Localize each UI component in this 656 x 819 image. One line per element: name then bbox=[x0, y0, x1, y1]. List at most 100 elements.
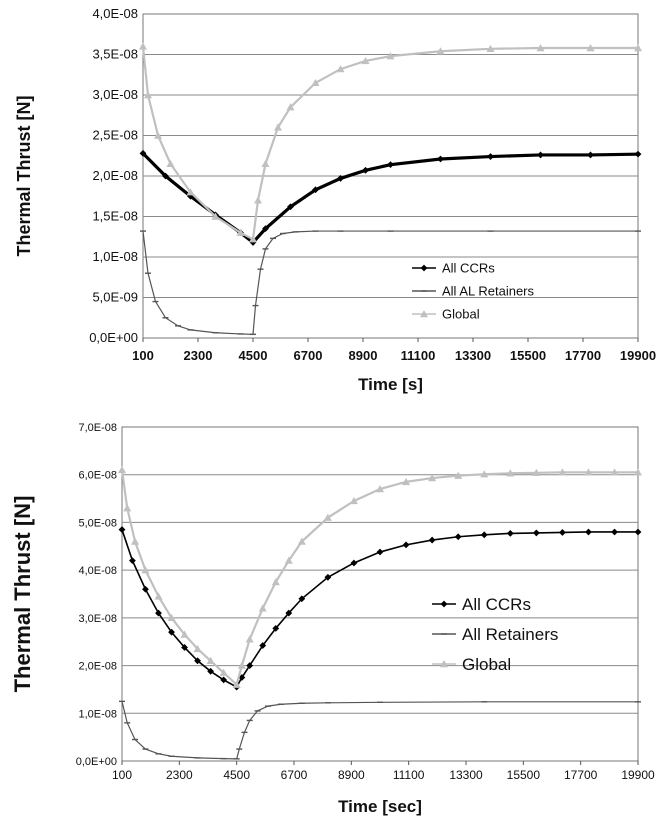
x-tick-label: 17700 bbox=[564, 768, 598, 782]
data-point bbox=[634, 528, 642, 536]
y-tick-label: 1,5E-08 bbox=[92, 209, 138, 224]
x-tick-label: 100 bbox=[132, 348, 154, 363]
x-tick-label: 4500 bbox=[223, 768, 250, 782]
y-tick-label: 2,0E-08 bbox=[78, 661, 117, 673]
data-point bbox=[194, 657, 201, 665]
data-point bbox=[402, 541, 410, 549]
y-tick-label: 2,0E-08 bbox=[92, 168, 138, 183]
legend-label: All CCRs bbox=[442, 261, 495, 276]
legend-entry: All Retainers bbox=[432, 625, 558, 644]
y-tick-label: 5,0E-08 bbox=[78, 517, 117, 529]
data-point bbox=[587, 151, 594, 159]
x-axis-title: Time [sec] bbox=[338, 797, 422, 816]
data-point bbox=[532, 529, 540, 537]
data-point bbox=[536, 44, 545, 52]
data-point bbox=[238, 674, 246, 681]
data-point bbox=[141, 566, 150, 574]
x-tick-label: 15500 bbox=[507, 768, 541, 782]
plot-area bbox=[121, 426, 639, 762]
data-point bbox=[155, 609, 162, 617]
data-point bbox=[206, 656, 215, 664]
data-point bbox=[262, 225, 269, 233]
data-point bbox=[362, 166, 369, 174]
data-point bbox=[123, 504, 132, 512]
data-point bbox=[349, 496, 358, 505]
data-point bbox=[558, 468, 567, 476]
data-point bbox=[286, 103, 295, 111]
legend-entry: Global bbox=[412, 307, 480, 322]
y-tick-label: 0,0E+00 bbox=[89, 330, 138, 345]
series-all-ccrs bbox=[118, 526, 642, 691]
x-tick-label: 4500 bbox=[239, 348, 268, 363]
series-all-retainers bbox=[119, 700, 641, 760]
y-tick-label: 3,0E-08 bbox=[92, 87, 138, 102]
y-tick-label: 3,0E-08 bbox=[78, 613, 117, 625]
x-tick-label: 19900 bbox=[621, 768, 655, 782]
data-point bbox=[249, 235, 257, 243]
data-point bbox=[437, 155, 444, 163]
data-point bbox=[586, 44, 595, 52]
legend-marker bbox=[420, 264, 428, 272]
data-point bbox=[402, 477, 411, 486]
data-point bbox=[167, 613, 176, 622]
data-point bbox=[287, 203, 294, 211]
data-point bbox=[207, 667, 215, 675]
x-tick-label: 13300 bbox=[449, 768, 483, 782]
y-tick-label: 1,0E-08 bbox=[78, 708, 117, 720]
data-point bbox=[298, 595, 306, 603]
data-point bbox=[129, 557, 136, 564]
data-point bbox=[246, 662, 254, 669]
data-point bbox=[323, 513, 332, 521]
data-point bbox=[258, 604, 267, 612]
data-point bbox=[634, 150, 642, 158]
x-tick-label: 2300 bbox=[184, 348, 213, 363]
data-point bbox=[272, 624, 280, 632]
data-point bbox=[162, 172, 169, 180]
legend-entry: Global bbox=[432, 655, 511, 674]
y-tick-label: 4,0E-08 bbox=[92, 6, 138, 21]
data-point bbox=[537, 151, 544, 159]
legend-entry: All CCRs bbox=[412, 261, 495, 276]
data-point bbox=[285, 609, 293, 617]
y-tick-label: 7,0E-08 bbox=[78, 422, 117, 434]
data-point bbox=[584, 468, 593, 476]
data-point bbox=[166, 159, 175, 168]
data-point bbox=[428, 536, 436, 544]
data-point bbox=[361, 56, 370, 65]
x-tick-label: 100 bbox=[112, 768, 132, 782]
data-point bbox=[336, 65, 345, 73]
data-point bbox=[634, 468, 642, 476]
data-point bbox=[506, 469, 515, 477]
data-point bbox=[211, 212, 220, 220]
data-point bbox=[324, 573, 332, 581]
legend-entry: All AL Retainers bbox=[412, 284, 535, 299]
x-tick-label: 6700 bbox=[281, 768, 308, 782]
chart-thermal-thrust-bottom: 0,0E+00 1,0E-08 2,0E-08 3,0E-08 4,0E-08 5,0E-… bbox=[10, 422, 655, 816]
legend-label: All CCRs bbox=[462, 595, 531, 614]
series-all-al-retainers bbox=[140, 230, 641, 336]
data-point bbox=[436, 47, 445, 55]
data-point bbox=[118, 526, 126, 533]
data-point bbox=[236, 228, 245, 236]
data-point bbox=[259, 642, 267, 649]
legend-marker bbox=[420, 310, 428, 318]
data-point bbox=[376, 485, 384, 493]
data-point bbox=[634, 44, 642, 52]
data-point bbox=[311, 78, 320, 87]
data-point bbox=[118, 465, 126, 474]
data-point bbox=[610, 468, 619, 476]
data-point bbox=[428, 474, 437, 482]
data-point bbox=[274, 123, 282, 131]
data-point bbox=[284, 556, 293, 564]
data-point bbox=[585, 528, 592, 536]
series-global bbox=[139, 42, 642, 243]
data-point bbox=[220, 676, 228, 684]
data-point bbox=[261, 159, 270, 168]
data-point bbox=[271, 578, 280, 586]
data-point bbox=[181, 644, 188, 651]
x-tick-label: 13300 bbox=[455, 348, 491, 363]
data-point bbox=[219, 668, 228, 676]
data-point bbox=[245, 635, 254, 643]
data-point bbox=[139, 42, 147, 50]
data-point bbox=[532, 468, 541, 477]
